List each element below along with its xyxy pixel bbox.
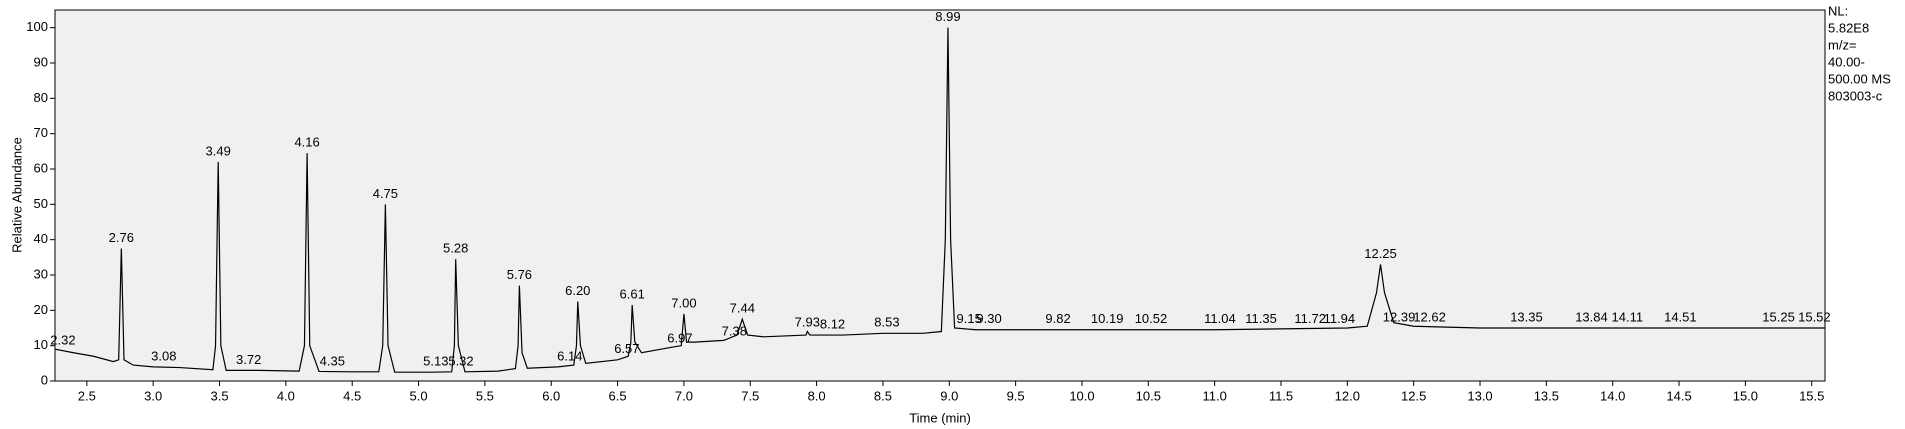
y-tick-label: 0: [41, 372, 48, 387]
x-tick-label: 8.5: [874, 388, 892, 403]
peak-label: 13.35: [1510, 309, 1543, 324]
peak-label: 6.20: [565, 283, 590, 298]
x-tick-label: 10.5: [1136, 388, 1161, 403]
side-text: 40.00-: [1828, 54, 1865, 69]
peak-label: 10.52: [1135, 311, 1168, 326]
peak-label: 4.16: [294, 135, 319, 150]
peak-label: 8.99: [935, 9, 960, 24]
peak-label: 5.13: [423, 354, 448, 369]
x-tick-label: 9.0: [940, 388, 958, 403]
peak-label: 7.38: [722, 324, 747, 339]
x-tick-label: 13.5: [1534, 388, 1559, 403]
peak-label: 3.08: [151, 348, 176, 363]
y-tick-label: 40: [34, 231, 48, 246]
peak-label: 11.04: [1204, 311, 1236, 326]
y-tick-label: 30: [34, 266, 48, 281]
peak-label: 12.39: [1383, 309, 1416, 324]
peak-label: 3.49: [206, 143, 231, 158]
y-axis-label: Relative Abundance: [9, 137, 24, 253]
y-tick-label: 10: [34, 337, 48, 352]
side-text: NL:: [1828, 3, 1848, 18]
peak-label: 15.52: [1798, 309, 1831, 324]
x-tick-label: 6.5: [609, 388, 627, 403]
x-tick-label: 3.5: [210, 388, 228, 403]
peak-label: 3.72: [236, 352, 261, 367]
x-tick-label: 14.5: [1666, 388, 1691, 403]
peak-label: 9.30: [976, 311, 1001, 326]
peak-label: 14.51: [1664, 309, 1697, 324]
peak-label: 14.11: [1612, 309, 1644, 324]
x-tick-label: 7.0: [675, 388, 693, 403]
peak-label: 10.19: [1091, 311, 1124, 326]
x-tick-label: 11.5: [1269, 388, 1293, 403]
side-text: 5.82E8: [1828, 20, 1869, 35]
peak-label: 8.53: [874, 315, 899, 330]
peak-label: 7.93: [795, 315, 820, 330]
peak-label: 5.32: [448, 354, 473, 369]
x-tick-label: 6.0: [542, 388, 560, 403]
x-tick-label: 13.0: [1467, 388, 1492, 403]
x-tick-label: 9.5: [1007, 388, 1025, 403]
peak-label: 6.97: [667, 331, 692, 346]
y-tick-label: 20: [34, 302, 48, 317]
peak-label: 9.15: [957, 311, 982, 326]
peak-label: 5.28: [443, 241, 468, 256]
side-text: 803003-c: [1828, 88, 1883, 103]
x-tick-label: 11.0: [1202, 388, 1226, 403]
y-tick-label: 90: [34, 54, 48, 69]
peak-label: 13.84: [1575, 309, 1608, 324]
y-tick-label: 80: [34, 90, 48, 105]
x-tick-label: 12.5: [1401, 388, 1426, 403]
x-tick-label: 15.0: [1733, 388, 1758, 403]
x-tick-label: 10.0: [1069, 388, 1094, 403]
peak-label: 11.35: [1245, 311, 1277, 326]
x-tick-label: 5.0: [410, 388, 428, 403]
peak-label: 6.61: [620, 286, 645, 301]
x-tick-label: 7.5: [741, 388, 759, 403]
x-tick-label: 15.5: [1799, 388, 1824, 403]
peak-label: 5.76: [507, 267, 532, 282]
peak-label: 6.14: [557, 348, 582, 363]
peak-label: 11.72: [1294, 311, 1326, 326]
x-tick-label: 4.5: [343, 388, 361, 403]
y-tick-label: 50: [34, 196, 48, 211]
x-tick-label: 3.0: [144, 388, 162, 403]
x-axis-label: Time (min): [909, 410, 971, 425]
y-tick-label: 60: [34, 160, 48, 175]
peak-label: 7.00: [671, 295, 696, 310]
peak-label: 15.25: [1762, 309, 1795, 324]
peak-label: 12.25: [1364, 246, 1397, 261]
y-tick-label: 70: [34, 125, 48, 140]
peak-label: 2.76: [109, 230, 134, 245]
x-tick-label: 12.0: [1335, 388, 1360, 403]
peak-label: 7.44: [730, 301, 755, 316]
x-tick-label: 4.0: [277, 388, 295, 403]
side-text: m/z=: [1828, 37, 1857, 52]
x-tick-label: 8.0: [808, 388, 826, 403]
plot-area: [54, 9, 1826, 382]
y-tick-label: 100: [26, 19, 48, 34]
peak-label: 9.82: [1045, 311, 1070, 326]
x-tick-label: 14.0: [1600, 388, 1625, 403]
x-tick-label: 5.5: [476, 388, 494, 403]
peak-label: 4.75: [373, 186, 398, 201]
peak-label: 2.32: [50, 332, 75, 347]
x-tick-label: 2.5: [78, 388, 96, 403]
side-text: 500.00 MS: [1828, 71, 1891, 86]
peak-label: 6.57: [614, 341, 639, 356]
peak-label: 8.12: [820, 317, 845, 332]
peak-label: 11.94: [1324, 311, 1356, 326]
peak-label: 12.62: [1413, 309, 1446, 324]
trace: [54, 27, 1825, 373]
peak-label: 4.35: [320, 354, 345, 369]
